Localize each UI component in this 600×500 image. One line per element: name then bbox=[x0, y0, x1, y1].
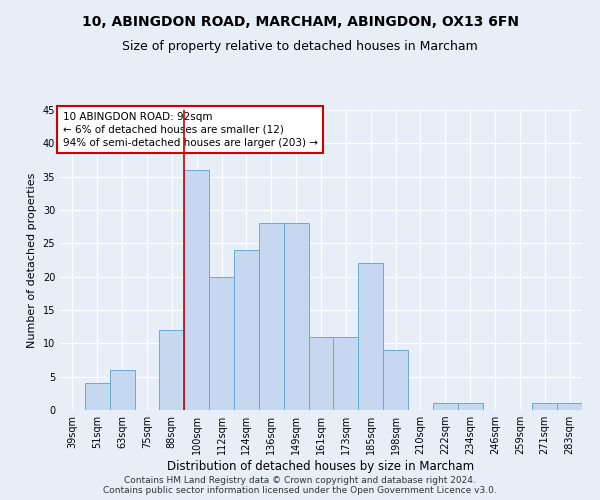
Bar bbox=[160, 330, 184, 410]
Y-axis label: Number of detached properties: Number of detached properties bbox=[27, 172, 37, 348]
Bar bbox=[234, 250, 259, 410]
Bar bbox=[184, 170, 209, 410]
Bar bbox=[383, 350, 408, 410]
Bar bbox=[334, 336, 358, 410]
Bar bbox=[85, 384, 110, 410]
Text: 10, ABINGDON ROAD, MARCHAM, ABINGDON, OX13 6FN: 10, ABINGDON ROAD, MARCHAM, ABINGDON, OX… bbox=[82, 15, 518, 29]
Bar bbox=[110, 370, 134, 410]
Bar bbox=[209, 276, 234, 410]
Bar bbox=[433, 404, 458, 410]
Bar bbox=[458, 404, 482, 410]
Text: Contains HM Land Registry data © Crown copyright and database right 2024.
Contai: Contains HM Land Registry data © Crown c… bbox=[103, 476, 497, 495]
Bar bbox=[259, 224, 284, 410]
Bar bbox=[308, 336, 334, 410]
Text: 10 ABINGDON ROAD: 92sqm
← 6% of detached houses are smaller (12)
94% of semi-det: 10 ABINGDON ROAD: 92sqm ← 6% of detached… bbox=[62, 112, 317, 148]
Bar bbox=[532, 404, 557, 410]
X-axis label: Distribution of detached houses by size in Marcham: Distribution of detached houses by size … bbox=[167, 460, 475, 473]
Text: Size of property relative to detached houses in Marcham: Size of property relative to detached ho… bbox=[122, 40, 478, 53]
Bar bbox=[557, 404, 582, 410]
Bar bbox=[284, 224, 308, 410]
Bar bbox=[358, 264, 383, 410]
